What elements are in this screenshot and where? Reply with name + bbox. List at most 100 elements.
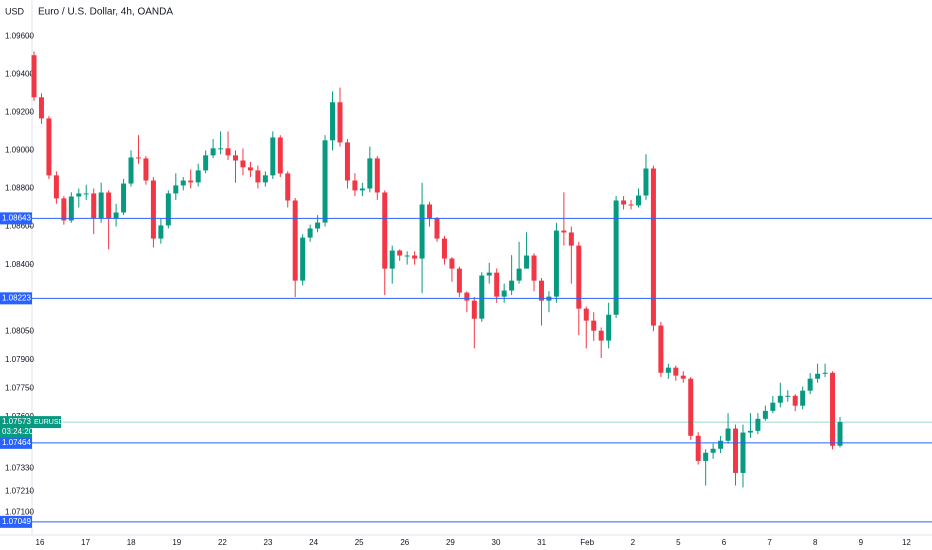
x-tick-label: 31	[537, 538, 546, 547]
candle-body	[121, 183, 127, 213]
candle-body	[636, 195, 641, 206]
overlay: 1.08643 1.08223 1.07464 1.07049 1.0757303:24…	[0, 212, 932, 547]
candle-body	[128, 157, 134, 184]
candle-body	[330, 102, 336, 141]
candle-body	[135, 157, 141, 159]
candle-body	[76, 193, 82, 197]
candle-body	[770, 402, 776, 411]
x-tick-label: 23	[264, 538, 273, 547]
candle-body	[650, 168, 656, 326]
candle-body	[733, 428, 739, 473]
candle-body	[613, 200, 619, 315]
candle-body	[568, 232, 574, 246]
candle-body	[389, 250, 395, 269]
candle-body	[173, 185, 179, 194]
candle-body	[195, 170, 201, 183]
y-tick-label: 1.07900	[5, 355, 34, 364]
candle-body	[315, 222, 321, 229]
x-tick-label: 9	[859, 538, 864, 547]
candle-body	[524, 255, 530, 269]
candle-body	[359, 188, 365, 191]
x-tick-label: 30	[492, 538, 501, 547]
y-tick-label: 1.08050	[5, 326, 34, 335]
y-tick-label: 1.08400	[5, 260, 34, 269]
y-tick-label: 1.09400	[5, 69, 34, 78]
chart-title: Euro / U.S. Dollar, 4h, OANDA	[38, 7, 173, 18]
symbol-label: EURUSD	[34, 419, 64, 426]
candle-body	[441, 238, 447, 259]
candle-body	[516, 268, 522, 281]
x-tick-label: 18	[127, 538, 136, 547]
x-tick-label: 12	[902, 538, 911, 547]
candle-body	[718, 440, 724, 449]
candle-body	[307, 228, 313, 238]
y-tick-label: 1.08800	[5, 184, 34, 193]
candle-body	[777, 395, 783, 403]
x-tick-label: 6	[722, 538, 727, 547]
candle-body	[233, 155, 238, 161]
candle-body	[695, 435, 701, 461]
candle-body	[830, 372, 836, 446]
candle-body	[277, 137, 283, 174]
y-tick-label: 1.09000	[5, 146, 34, 155]
candle-body	[800, 390, 806, 406]
x-tick-label: 25	[355, 538, 364, 547]
x-tick-label: 2	[631, 538, 636, 547]
candle-body	[456, 268, 462, 293]
candle-body	[792, 395, 798, 406]
candle-body	[762, 410, 768, 419]
x-tick-label: Feb	[580, 538, 594, 547]
candle-body	[46, 118, 52, 176]
x-tick-label: 8	[813, 538, 818, 547]
x-tick-label: 29	[446, 538, 455, 547]
candle-body	[621, 200, 627, 205]
candle-body	[322, 140, 328, 223]
candle-body	[494, 272, 500, 297]
candle-body	[106, 192, 112, 219]
candle-body	[270, 137, 276, 176]
candle-body	[531, 255, 537, 281]
price-label-box	[0, 515, 32, 528]
candle-body	[561, 230, 567, 233]
x-tick-label: 19	[172, 538, 181, 547]
candle-body	[218, 148, 224, 150]
y-tick-label: 1.07100	[5, 507, 34, 516]
x-tick-label: 26	[400, 538, 409, 547]
candle-body	[262, 175, 268, 183]
candles	[31, 51, 843, 488]
candle-body	[150, 180, 156, 239]
candle-body	[188, 180, 194, 183]
candle-body	[300, 237, 306, 281]
candle-body	[225, 148, 231, 156]
candle-body	[382, 192, 388, 269]
candle-body	[822, 372, 828, 374]
candle-body	[285, 173, 291, 201]
candle-body	[83, 193, 89, 195]
candle-body	[143, 158, 149, 181]
candle-body	[98, 192, 104, 219]
candle-body	[673, 367, 679, 376]
last-price-box	[0, 416, 32, 439]
candle-body	[210, 148, 216, 156]
candle-body	[449, 258, 455, 269]
candle-body	[158, 225, 164, 239]
candle-body	[598, 330, 604, 341]
candle-body	[665, 367, 671, 373]
x-tick-label: 24	[309, 538, 318, 547]
y-tick-label: 1.07210	[5, 486, 34, 495]
candle-body	[292, 200, 298, 281]
y-tick-label: 1.07750	[5, 384, 34, 393]
candle-body	[113, 212, 119, 219]
candle-body	[710, 448, 716, 453]
price-label: 1.07464	[2, 438, 31, 447]
candle-body	[509, 280, 515, 291]
candle-body	[688, 378, 694, 436]
candle-body	[352, 180, 358, 191]
x-tick-label: 17	[81, 538, 90, 547]
y-tick-label: 1.09200	[5, 107, 34, 116]
candle-body	[553, 230, 559, 297]
price-label: 1.07049	[2, 517, 31, 526]
candle-body	[538, 280, 544, 301]
candle-body	[434, 218, 440, 239]
